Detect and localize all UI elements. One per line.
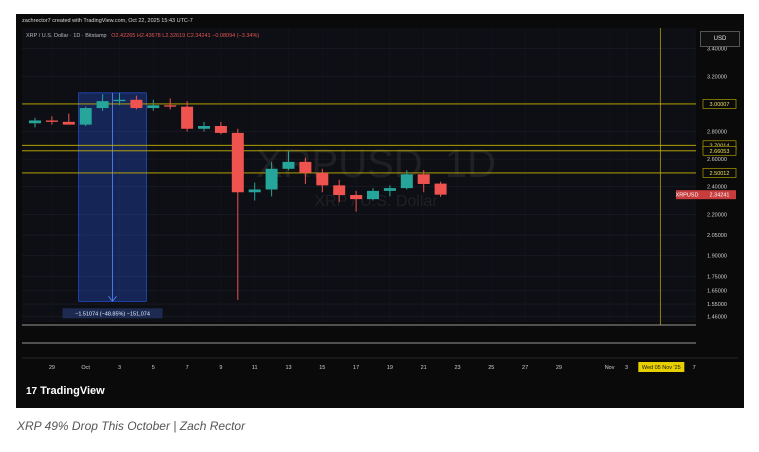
candle-body[interactable] <box>265 168 278 190</box>
candle-body[interactable] <box>383 188 396 191</box>
x-tick-label: Oct <box>81 365 90 371</box>
chart-canvas[interactable]: XRPUSD, 1D XRP / U.S. Dollar −1.51074 (−… <box>16 14 744 408</box>
credit-line: zachrector7 created with TradingView.com… <box>22 18 193 24</box>
price-line-tag <box>702 145 737 156</box>
y-tick-label: 2.05000 <box>707 233 727 239</box>
y-tick-label: 1.46000 <box>707 314 727 320</box>
x-tick-label: 7 <box>693 365 696 371</box>
candle-body[interactable] <box>130 99 143 109</box>
currency-button[interactable]: USD <box>700 31 740 47</box>
candle-body[interactable] <box>147 105 160 109</box>
price-line-label: 2.66053 <box>710 149 730 155</box>
x-tick-label: 23 <box>454 365 460 371</box>
y-tick-label: 2.40000 <box>707 185 727 191</box>
candle-body[interactable] <box>198 126 210 129</box>
x-tick-label: 3 <box>118 365 121 371</box>
y-tick-label: 1.65000 <box>707 288 727 294</box>
y-tick-label: 2.80000 <box>707 130 727 136</box>
measure-label-box <box>62 308 163 319</box>
x-tick-label: 13 <box>285 365 291 371</box>
tradingview-logo-icon: 17 <box>26 386 38 397</box>
x-tick-label: 19 <box>387 365 393 371</box>
price-line-label: 3.00007 <box>710 102 730 108</box>
candle-body[interactable] <box>231 132 244 193</box>
candle-body[interactable] <box>45 120 58 122</box>
y-tick-label: 2.20000 <box>707 212 727 218</box>
y-tick-label: 3.20000 <box>707 74 727 80</box>
x-tick-label: 5 <box>152 365 155 371</box>
candle-body[interactable] <box>79 108 92 125</box>
candle-body[interactable] <box>367 190 379 200</box>
x-tick-label: 7 <box>186 365 189 371</box>
watermark-name: XRP / U.S. Dollar <box>314 193 438 210</box>
y-tick-label: 3.40000 <box>707 47 727 53</box>
x-tick-label: 15 <box>319 365 325 371</box>
measure-arrow-head <box>108 296 117 302</box>
tradingview-logo[interactable]: 17 TradingView <box>26 385 105 397</box>
current-price-symbol: XRPUSD <box>676 193 699 199</box>
candle-body[interactable] <box>417 174 430 184</box>
candle-body[interactable] <box>400 174 413 189</box>
symbol-line: XRP / U.S. Dollar · 1D · Bitstamp O2.422… <box>26 33 259 39</box>
crosshair-date-box <box>638 362 685 372</box>
x-tick-label: 17 <box>353 365 359 371</box>
plot-area <box>22 28 696 322</box>
crosshair-date-label: Wed 05 Nov '25 <box>642 365 681 371</box>
candle-body[interactable] <box>113 99 126 102</box>
image-caption: XRP 49% Drop This October | Zach Rector <box>17 419 246 433</box>
candle-body[interactable] <box>62 121 75 125</box>
ohlc-values: O2.42265 H2.43678 L2.32619 C2.34241 −0.0… <box>111 33 260 39</box>
candle-body[interactable] <box>164 105 177 107</box>
price-line-tag <box>702 168 737 178</box>
current-price-tag <box>676 190 736 200</box>
candle-body[interactable] <box>214 126 227 133</box>
x-tick-label: 29 <box>556 365 562 371</box>
x-tick-label: 21 <box>421 365 427 371</box>
x-tick-label: 27 <box>522 365 528 371</box>
symbol-name: XRP / U.S. Dollar · 1D · Bitstamp <box>26 33 107 39</box>
candle-body[interactable] <box>299 161 312 173</box>
x-tick-label: 9 <box>219 365 222 371</box>
y-tick-label: 2.60000 <box>707 157 727 163</box>
tradingview-logo-text: TradingView <box>40 385 105 397</box>
chart-frame: XRPUSD, 1D XRP / U.S. Dollar −1.51074 (−… <box>16 14 744 408</box>
candle-body[interactable] <box>316 172 329 186</box>
x-tick-label: Nov <box>605 365 615 371</box>
price-line-tag <box>702 99 737 109</box>
candle-body[interactable] <box>181 106 194 129</box>
x-tick-label: 29 <box>49 365 55 371</box>
x-tick-label: 3 <box>625 365 628 371</box>
candle-body[interactable] <box>29 120 41 124</box>
y-tick-label: 1.55000 <box>707 302 727 308</box>
y-tick-label: 1.90000 <box>707 254 727 260</box>
candle-body[interactable] <box>96 101 109 109</box>
x-tick-label: 11 <box>252 365 258 371</box>
candle-body[interactable] <box>350 195 363 200</box>
watermark-symbol: XRPUSD, 1D <box>256 142 496 186</box>
y-tick-label: 1.75000 <box>707 274 727 280</box>
candle-body[interactable] <box>282 161 295 169</box>
current-price-value: 2.34241 <box>710 193 730 199</box>
measure-label: −1.51074 (−48.85%) −151,074 <box>75 311 150 317</box>
candle-body[interactable] <box>333 185 346 196</box>
x-tick-label: 25 <box>488 365 494 371</box>
candle-body[interactable] <box>248 189 261 193</box>
price-line-label: 2.50012 <box>710 171 730 177</box>
candle-body[interactable] <box>434 183 447 195</box>
